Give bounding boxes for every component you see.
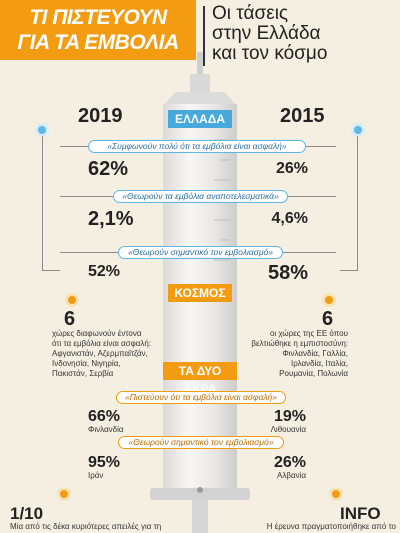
bracket-left-foot [42,270,60,271]
stat-value-right: 58% [267,262,308,284]
connector [306,146,336,147]
world-right-text: οι χώρες της ΕΕ όπου [269,329,348,338]
footer-right-big: INFO [340,504,381,523]
stat-label-important: «Θεωρούν σημαντικό τον εμβολιασμό» [118,246,283,259]
extreme-country-left: Ιράν [88,471,104,480]
extreme-value-left: 95% [88,454,121,471]
bracket-right [357,136,358,270]
header-divider [203,6,205,66]
extreme-country-right: Λιθουανία [270,425,306,434]
stat-value-right: 4,6% [271,210,308,227]
world-right-text: Φινλανδία, Γαλλία, [282,349,348,358]
subtitle-line1: Οι τάσεις [212,3,289,24]
dot-left-greece [38,126,46,134]
footer-right-text: Η έρευνα πραγματοποιήθηκε από το [266,522,396,531]
year-right: 2015 [280,105,325,127]
world-left-text: ότι τα εμβόλια είναι ασφαλή: [52,339,152,348]
bracket-left [42,136,43,270]
section-tag-greece: ΕΛΛΑΔΑ [168,110,232,128]
world-left-text: Ινδονησία, Νιγηρία, [52,359,121,368]
world-left-text: Πακιστάν, Σερβία [52,369,114,378]
stat-value-left: 2,1% [88,208,134,230]
page-title-line1: ΤΙ ΠΙΣΤΕΥΟΥΝ [29,6,167,29]
stat-value-left: 52% [88,263,121,280]
connector [288,196,336,197]
world-right-text: Ρουμανία, Πολωνία [279,369,348,378]
connector [60,196,113,197]
extreme-country-left: Φινλανδία [88,425,124,434]
stat-value-right: 26% [275,160,308,177]
stat-label-ineffective: «Θεωρούν τα εμβόλια αναποτελεσματικά» [113,190,288,203]
section-tag-extremes: ΤΑ ΔΥΟ ΑΚΡΑ [163,362,237,396]
world-right-text: Ιρλανδία, Ιταλία, [291,359,348,368]
connector [283,252,336,253]
dot-footer-left [60,490,68,498]
extreme-label-safe: «Πιστεύουν ότι τα εμβόλια είναι ασφαλή» [116,391,286,404]
extreme-value-right: 26% [273,454,306,471]
bracket-right-foot [340,270,358,271]
subtitle-line2: στην Ελλάδα [212,23,321,44]
page-title-line2: ΓΙΑ ΤΑ ΕΜΒΟΛΙΑ [17,31,179,54]
connector [60,146,88,147]
stat-label-safe: «Συμφωνούν πολύ ότι τα εμβόλια είναι ασφ… [88,140,306,153]
extreme-value-right: 19% [273,408,306,425]
year-left: 2019 [78,105,123,127]
world-left-number: 6 [64,308,76,330]
connector [60,252,118,253]
title-box [0,0,196,60]
dot-right-greece [354,126,362,134]
dot-right-world [325,296,333,304]
world-left-text: Αφγανιστάν, Αζερμπαϊτζάν, [52,349,148,358]
footer-left-text: Μία από τις δέκα κυριότερες απειλές για … [10,522,162,531]
world-right-number: 6 [322,308,334,330]
world-right-text: βελτιώθηκε η εμπιστοσύνη: [251,339,348,348]
dot-left-world [68,296,76,304]
dot-footer-right [332,490,340,498]
footer-left-big: 1/10 [10,504,44,523]
extreme-country-right: Αλβανία [277,471,306,480]
world-left-text: χώρες διαφωνούν έντονα [52,329,142,338]
section-tag-world: ΚΟΣΜΟΣ [168,284,232,302]
subtitle-line3: και τον κόσμο [212,43,328,64]
extreme-value-left: 66% [88,408,121,425]
extreme-label-important: «Θεωρούν σημαντικό τον εμβολιασμό» [118,436,284,449]
stat-value-left: 62% [88,158,129,180]
